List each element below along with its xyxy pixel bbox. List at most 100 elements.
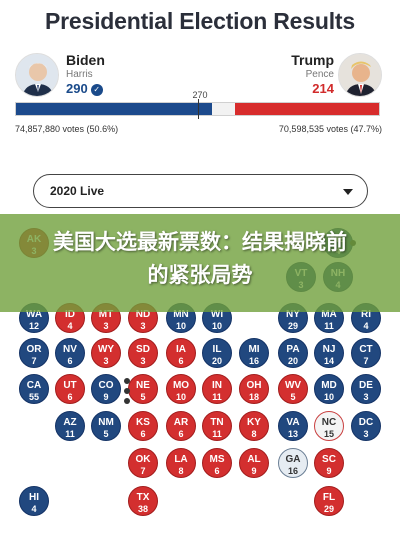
state-tile-de[interactable]: DE 3 (351, 374, 381, 404)
state-electoral-votes: 3 (103, 356, 109, 366)
state-electoral-votes: 6 (214, 466, 220, 476)
state-abbr: HI (29, 492, 39, 503)
state-tile-nm[interactable]: NM 5 (91, 411, 121, 441)
state-electoral-votes: 9 (326, 466, 332, 476)
state-abbr: LA (174, 454, 188, 465)
state-abbr: NY (286, 309, 300, 320)
state-tile-dc[interactable]: DC 3 (351, 411, 381, 441)
state-tile-ga[interactable]: GA 16 (278, 448, 308, 478)
state-electoral-votes: 12 (28, 321, 39, 331)
state-tile-ms[interactable]: MS 6 (202, 448, 232, 478)
state-tile-nj[interactable]: NJ 14 (314, 338, 344, 368)
state-electoral-votes: 10 (175, 321, 186, 331)
state-abbr: DC (358, 417, 374, 428)
state-abbr: WY (97, 344, 115, 355)
state-tile-mi[interactable]: MI 16 (239, 338, 269, 368)
state-abbr: OK (135, 454, 151, 465)
state-abbr: AL (247, 454, 261, 465)
state-electoral-votes: 16 (287, 466, 298, 476)
state-tile-tx[interactable]: TX 38 (128, 486, 158, 516)
year-select[interactable]: 2020 Live (33, 174, 368, 208)
electoral-progress-bar (15, 99, 380, 119)
state-tile-la[interactable]: LA 8 (166, 448, 196, 478)
state-electoral-votes: 8 (178, 466, 184, 476)
state-electoral-votes: 10 (323, 392, 334, 402)
state-electoral-votes: 4 (363, 321, 369, 331)
state-tile-pa[interactable]: PA 20 (278, 338, 308, 368)
state-tile-ky[interactable]: KY 8 (239, 411, 269, 441)
state-tile-or[interactable]: OR 7 (19, 338, 49, 368)
state-abbr: UT (63, 380, 77, 391)
headline-text: 美国大选最新票数：结果揭晓前的紧张局势 (53, 231, 347, 287)
state-tile-ok[interactable]: OK 7 (128, 448, 158, 478)
state-tile-ia[interactable]: IA 6 (166, 338, 196, 368)
state-abbr: RI (361, 309, 371, 320)
state-tile-sd[interactable]: SD 3 (128, 338, 158, 368)
state-abbr: MT (98, 309, 114, 320)
state-abbr: IA (176, 344, 186, 355)
state-electoral-votes: 11 (65, 429, 75, 439)
state-tile-ne[interactable]: NE 5 (128, 374, 158, 404)
state-electoral-votes: 3 (103, 321, 109, 331)
state-tile-ut[interactable]: UT 6 (55, 374, 85, 404)
state-electoral-votes: 18 (248, 392, 259, 402)
state-abbr: NV (63, 344, 77, 355)
state-tile-mo[interactable]: MO 10 (166, 374, 196, 404)
person-icon (339, 54, 381, 96)
state-abbr: GA (285, 454, 301, 465)
state-electoral-votes: 5 (290, 392, 296, 402)
state-tile-in[interactable]: IN 11 (202, 374, 232, 404)
state-abbr: OH (246, 380, 262, 391)
biden-electoral-votes: 290 ✓ (66, 81, 103, 96)
state-tile-nc[interactable]: NC 15 (314, 411, 344, 441)
state-abbr: CT (359, 344, 373, 355)
state-tile-tn[interactable]: TN 11 (202, 411, 232, 441)
state-tile-ct[interactable]: CT 7 (351, 338, 381, 368)
district-marker (124, 398, 130, 404)
state-tile-ar[interactable]: AR 6 (166, 411, 196, 441)
state-electoral-votes: 29 (287, 321, 298, 331)
state-abbr: TX (136, 492, 150, 503)
state-electoral-votes: 20 (287, 356, 298, 366)
state-electoral-votes: 5 (103, 429, 109, 439)
state-electoral-votes: 6 (67, 356, 73, 366)
state-electoral-votes: 6 (67, 392, 73, 402)
state-tile-wy[interactable]: WY 3 (91, 338, 121, 368)
state-electoral-votes: 8 (251, 429, 257, 439)
state-abbr: FL (322, 492, 336, 503)
state-tile-co[interactable]: CO 9 (91, 374, 121, 404)
state-tile-hi[interactable]: HI 4 (19, 486, 49, 516)
state-electoral-votes: 13 (287, 429, 298, 439)
trump-bar-fill (235, 103, 379, 115)
biden-bar-fill (16, 103, 212, 115)
state-tile-oh[interactable]: OH 18 (239, 374, 269, 404)
state-tile-ks[interactable]: KS 6 (128, 411, 158, 441)
state-abbr: NE (136, 380, 150, 391)
state-electoral-votes: 10 (175, 392, 186, 402)
biden-running-mate: Harris (66, 69, 93, 80)
state-abbr: KY (247, 417, 261, 428)
state-tile-sc[interactable]: SC 9 (314, 448, 344, 478)
person-icon (16, 54, 58, 96)
state-tile-al[interactable]: AL 9 (239, 448, 269, 478)
state-abbr: WI (210, 309, 224, 320)
state-tile-nv[interactable]: NV 6 (55, 338, 85, 368)
state-tile-az[interactable]: AZ 11 (55, 411, 85, 441)
state-tile-md[interactable]: MD 10 (314, 374, 344, 404)
state-abbr: KS (136, 417, 150, 428)
state-electoral-votes: 3 (363, 392, 369, 402)
state-electoral-votes: 29 (323, 504, 334, 514)
trump-running-mate: Pence (305, 69, 334, 80)
state-abbr: NJ (322, 344, 336, 355)
district-marker (124, 378, 130, 384)
state-abbr: NC (321, 417, 337, 428)
state-abbr: ND (135, 309, 151, 320)
state-abbr: CO (98, 380, 114, 391)
state-abbr: MA (321, 309, 337, 320)
state-electoral-votes: 20 (211, 356, 222, 366)
state-tile-fl[interactable]: FL 29 (314, 486, 344, 516)
state-tile-wv[interactable]: WV 5 (278, 374, 308, 404)
state-tile-ca[interactable]: CA 55 (19, 374, 49, 404)
state-tile-va[interactable]: VA 13 (278, 411, 308, 441)
state-tile-il[interactable]: IL 20 (202, 338, 232, 368)
